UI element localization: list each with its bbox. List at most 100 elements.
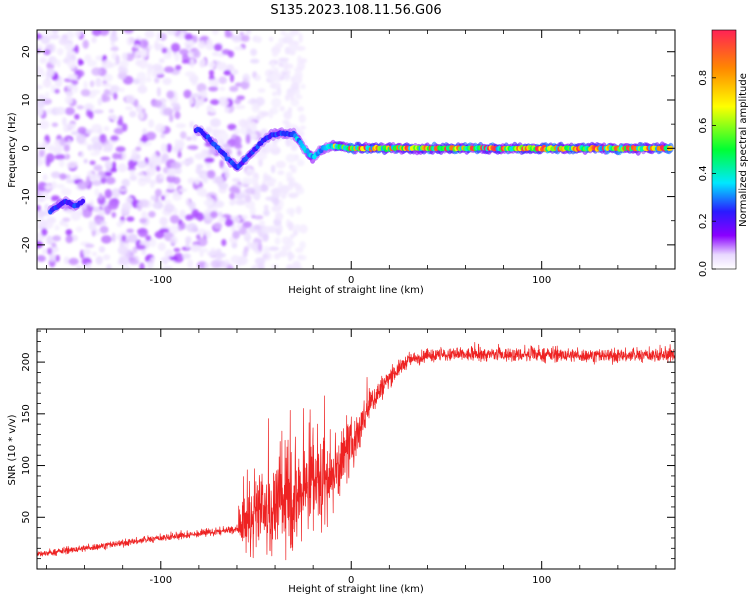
- heatmap-cell: [135, 146, 142, 152]
- heatmap-cell: [93, 109, 104, 114]
- heatmap-cell: [83, 103, 95, 112]
- heatmap-cell: [173, 207, 178, 216]
- heatmap-cell: [117, 245, 128, 255]
- heatmap-cell: [224, 218, 234, 227]
- heatmap-cell: [98, 210, 106, 217]
- heatmap-cell: [234, 98, 242, 105]
- heatmap-cell: [84, 243, 95, 248]
- heatmap-cell: [115, 54, 120, 65]
- heatmap-cell: [179, 48, 189, 56]
- heatmap-cell: [180, 131, 187, 139]
- heatmap-cell: [123, 30, 134, 34]
- heatmap-cell: [106, 264, 112, 269]
- heatmap-cell: [159, 216, 168, 226]
- heatmap-cell: [208, 69, 215, 77]
- heatmap-cell: [110, 46, 119, 52]
- heatmap-cell: [290, 233, 295, 239]
- heatmap-cell: [46, 235, 53, 245]
- heatmap-cell: [118, 187, 128, 192]
- heatmap-cell: [98, 30, 110, 36]
- heatmap-cell: [126, 228, 134, 233]
- heatmap-cell: [111, 30, 117, 37]
- heatmap-cell: [177, 139, 185, 150]
- heatmap-cell: [139, 218, 147, 224]
- heatmap-cell: [46, 67, 55, 78]
- y-tick-label: 10: [21, 94, 32, 107]
- heatmap-cell: [208, 61, 216, 69]
- heatmap-cell: [204, 262, 210, 269]
- heatmap-cell: [118, 256, 130, 266]
- heatmap-cell: [217, 216, 226, 223]
- heatmap-cell: [250, 132, 258, 141]
- heatmap-cell: [271, 97, 282, 108]
- heatmap-cell: [166, 167, 177, 177]
- heatmap-cell: [184, 33, 193, 41]
- heatmap-cell: [212, 51, 219, 57]
- heatmap-cell: [151, 70, 157, 78]
- heatmap-cell: [188, 51, 195, 57]
- heatmap-cell: [113, 92, 118, 100]
- heatmap-cell: [285, 171, 293, 180]
- heatmap-cell: [227, 50, 235, 58]
- heatmap-cell: [42, 30, 52, 36]
- heatmap-cell: [277, 224, 283, 234]
- heatmap-cell: [157, 242, 166, 251]
- heatmap-cell: [184, 71, 196, 77]
- heatmap-cell: [181, 54, 190, 61]
- heatmap-cell: [297, 55, 302, 64]
- heatmap-cell: [126, 36, 134, 46]
- heatmap-cell: [177, 150, 182, 159]
- heatmap-cell: [121, 202, 132, 211]
- heatmap-cell: [119, 60, 129, 68]
- heatmap-cell: [297, 106, 305, 112]
- heatmap-cell: [270, 145, 279, 150]
- heatmap-cell: [282, 185, 289, 193]
- ridge-cell: [80, 198, 86, 204]
- heatmap-cell: [83, 158, 88, 164]
- heatmap-cell: [229, 30, 235, 33]
- heatmap-cell: [56, 47, 64, 56]
- heatmap-cell: [78, 59, 85, 66]
- heatmap-cell: [37, 85, 43, 90]
- heatmap-cell: [47, 144, 55, 152]
- spectrogram-xlabel: Height of straight line (km): [288, 285, 424, 296]
- heatmap-cell: [285, 153, 297, 163]
- y-tick-label: -20: [21, 237, 32, 253]
- heatmap-cell: [148, 211, 156, 218]
- heatmap-cell: [271, 50, 279, 58]
- heatmap-cell: [200, 89, 208, 100]
- heatmap-cell: [216, 61, 227, 71]
- heatmap-cell: [183, 89, 192, 99]
- x-tick-label: 0: [348, 275, 354, 286]
- heatmap-cell: [119, 240, 124, 247]
- heatmap-cell: [65, 229, 73, 236]
- heatmap-cell: [232, 178, 241, 183]
- heatmap-cell: [48, 253, 56, 262]
- x-tick-label: 100: [532, 575, 551, 586]
- colorbar-label: Normalized spectral amplitude: [738, 73, 749, 227]
- heatmap-cell: [104, 160, 112, 169]
- heatmap-cell: [67, 50, 76, 55]
- heatmap-cell: [115, 146, 126, 153]
- heatmap-cell: [109, 167, 118, 173]
- spectrogram-frame: [36, 29, 676, 270]
- heatmap-cell: [294, 70, 303, 81]
- heatmap-cell: [38, 255, 46, 262]
- heatmap-cell: [215, 253, 222, 262]
- heatmap-cell: [138, 111, 144, 120]
- heatmap-cell: [54, 88, 60, 94]
- heatmap-cell: [229, 199, 239, 204]
- heatmap-cell: [190, 93, 202, 98]
- heatmap-cell: [230, 35, 242, 41]
- heatmap-cell: [138, 58, 148, 69]
- heatmap-cell: [164, 203, 175, 213]
- heatmap-cell: [91, 136, 100, 143]
- heatmap-cell: [264, 175, 272, 181]
- heatmap-cell: [51, 122, 59, 128]
- heatmap-cell: [144, 30, 155, 38]
- heatmap-cell: [82, 248, 91, 256]
- heatmap-cell: [250, 48, 258, 56]
- heatmap-cell: [89, 160, 96, 166]
- heatmap-cell: [186, 145, 197, 150]
- heatmap-cell: [244, 194, 252, 203]
